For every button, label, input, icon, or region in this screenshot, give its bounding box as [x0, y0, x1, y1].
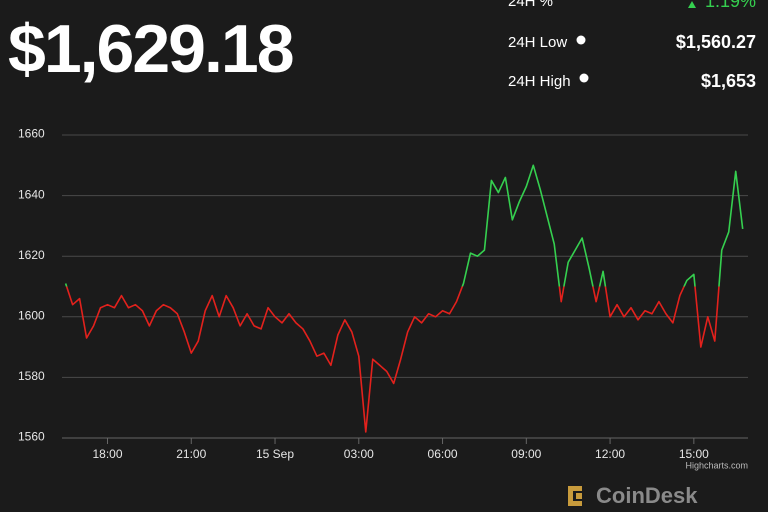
x-tick-label: 21:00 [176, 447, 206, 461]
info-icon[interactable] [576, 35, 586, 45]
x-tick-label: 12:00 [595, 447, 625, 461]
credit: Highcharts.com [685, 460, 748, 470]
x-tick-label: 15 Sep [256, 447, 294, 461]
price-line [64, 164, 744, 433]
y-tick-label: 1640 [18, 187, 45, 201]
x-tick-label: 06:00 [428, 447, 458, 461]
y-tick-label: 1620 [18, 248, 45, 262]
stat-value: $1,653 [701, 71, 756, 91]
x-tick-label: 09:00 [511, 447, 541, 461]
logo: CoinDesk [568, 483, 698, 508]
logo-text: CoinDesk [596, 483, 698, 508]
plot-area: 1560 1580 1600 1620 1640 1660 18:00 21:00 15 Sep… [18, 127, 748, 470]
y-tick-label: 1580 [18, 369, 45, 383]
price: $1,629.18 [8, 11, 293, 87]
stat-label: 24H Low [508, 34, 567, 51]
stat-label: 24H High [508, 73, 571, 90]
up-arrow [688, 1, 696, 8]
x-tick-label: 15:00 [679, 447, 709, 461]
logo-icon [576, 493, 582, 499]
stat-label: 24H % [508, 0, 553, 10]
stat-value: $1,560.27 [676, 32, 756, 52]
x-tick-label: 03:00 [344, 447, 374, 461]
y-tick-label: 1600 [18, 308, 45, 322]
info-icon[interactable] [579, 73, 589, 83]
x-tick-label: 18:00 [92, 447, 122, 461]
stat-value: 1.19% [705, 0, 756, 11]
y-tick-label: 1560 [18, 430, 45, 444]
y-tick-label: 1660 [18, 127, 45, 141]
logo-icon [568, 486, 582, 506]
